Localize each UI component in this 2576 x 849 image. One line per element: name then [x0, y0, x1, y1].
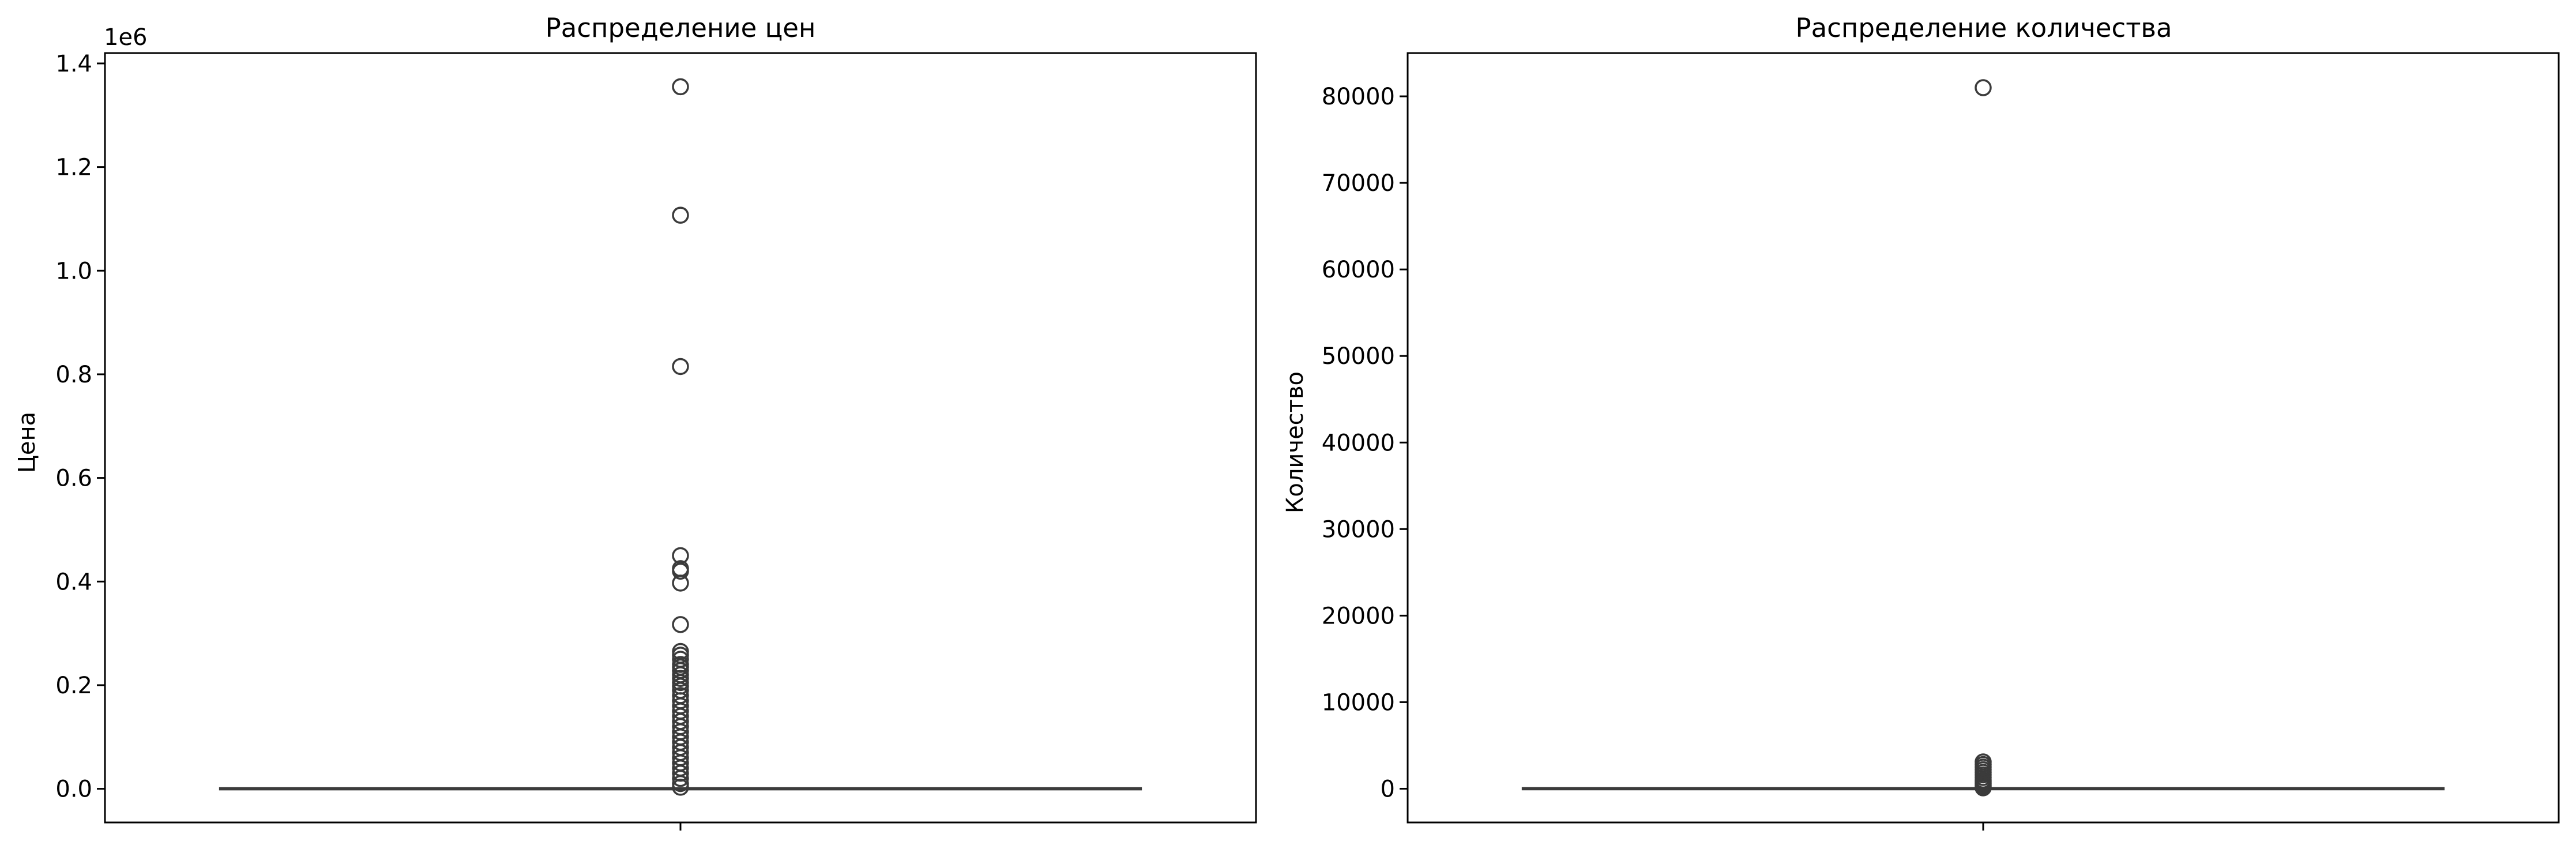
price-y-offset-label: 1e6 [104, 24, 148, 51]
price-y-tick-label: 0.8 [55, 362, 92, 388]
quantity-chart-panel: Распределение количества Количество 0 100… [1282, 13, 2560, 831]
price-box-plot [219, 78, 1142, 796]
quantity-y-axis-label: Количество [1282, 371, 1308, 513]
quantity-y-tick-label: 30000 [1322, 516, 1395, 543]
price-y-tick-label: 0.2 [55, 673, 92, 699]
price-outlier-point [672, 616, 689, 633]
price-y-tick-label: 0.4 [55, 569, 92, 595]
price-outlier-point [672, 358, 689, 375]
price-y-tick-label: 1.2 [55, 155, 92, 181]
quantity-y-tick-label: 50000 [1322, 343, 1395, 370]
price-chart-panel: Распределение цен 1e6 Цена 0.00.20.40.60… [14, 13, 1257, 831]
quantity-y-tick-label: 70000 [1322, 170, 1395, 197]
price-outlier-point [672, 670, 689, 688]
price-plot-frame [104, 52, 1257, 824]
quantity-y-tick-label: 60000 [1322, 257, 1395, 283]
price-outlier-point [672, 779, 689, 796]
price-outlier-point [672, 206, 689, 224]
quantity-y-tick-label: 0 [1381, 776, 1395, 802]
quantity-outlier-point [1975, 779, 1992, 797]
price-outlier-point [672, 574, 689, 592]
price-outlier-point [672, 78, 689, 96]
quantity-outlier-point [1975, 79, 1992, 96]
quantity-chart-title: Распределение количества [1795, 13, 2172, 43]
quantity-y-tick-label: 40000 [1322, 430, 1395, 456]
price-outlier-point [672, 562, 689, 580]
quantity-plot-frame [1407, 52, 2560, 824]
price-y-ticks: 0.0 0.2 0.4 0.6 0.8 1.0 1.2 1.4 [55, 51, 682, 831]
price-y-tick-label: 1.0 [55, 258, 92, 284]
price-y-axis-label: Цена [14, 412, 40, 473]
quantity-y-ticks: 0 10000 20000 30000 40000 50000 60000 70000 8000… [1322, 84, 1984, 831]
quantity-y-tick-label: 80000 [1322, 84, 1395, 110]
price-y-tick-label: 0.0 [55, 776, 92, 803]
price-y-tick-label: 0.6 [55, 465, 92, 492]
price-chart-title: Распределение цен [546, 13, 816, 43]
price-y-tick-label: 1.4 [55, 51, 92, 77]
price-outlier-point [672, 769, 689, 787]
quantity-y-tick-label: 10000 [1322, 689, 1395, 716]
quantity-box-plot [1521, 79, 2445, 797]
quantity-y-tick-label: 20000 [1322, 603, 1395, 629]
